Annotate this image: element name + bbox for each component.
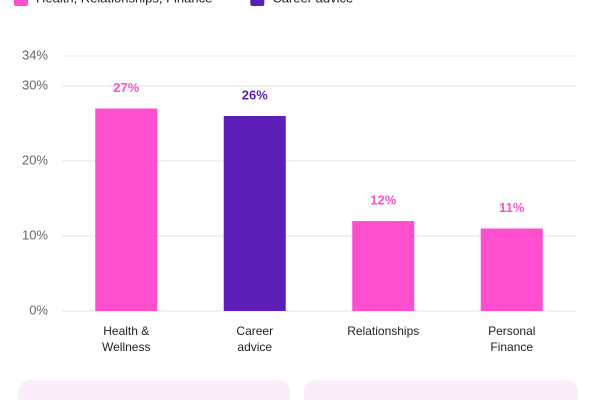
x-tick-label: Relationships <box>347 324 420 338</box>
y-tick-label: 0% <box>29 302 48 317</box>
value-label: 26% <box>242 87 268 102</box>
legend-label: Health, Relationships, Finance <box>36 0 212 5</box>
legend-label: Career advice <box>272 0 353 5</box>
legend-swatch <box>250 0 265 6</box>
card <box>18 380 290 400</box>
y-tick-label: 10% <box>22 227 48 242</box>
value-label: 12% <box>370 192 396 207</box>
bar <box>352 221 415 311</box>
bar <box>95 108 158 311</box>
y-tick-label: 30% <box>22 77 48 92</box>
value-label: 11% <box>499 200 525 215</box>
bar <box>223 116 286 311</box>
y-tick-label: 34% <box>22 47 48 62</box>
value-label: 27% <box>113 80 139 95</box>
y-tick-label: 20% <box>22 152 48 167</box>
x-tick-label: Personal Finance <box>488 324 536 354</box>
x-tick-label: Health & Wellness <box>102 324 151 354</box>
bar <box>480 228 543 311</box>
x-tick-label: Career advice <box>236 324 274 354</box>
legend-swatch <box>14 0 28 6</box>
card <box>304 380 578 400</box>
